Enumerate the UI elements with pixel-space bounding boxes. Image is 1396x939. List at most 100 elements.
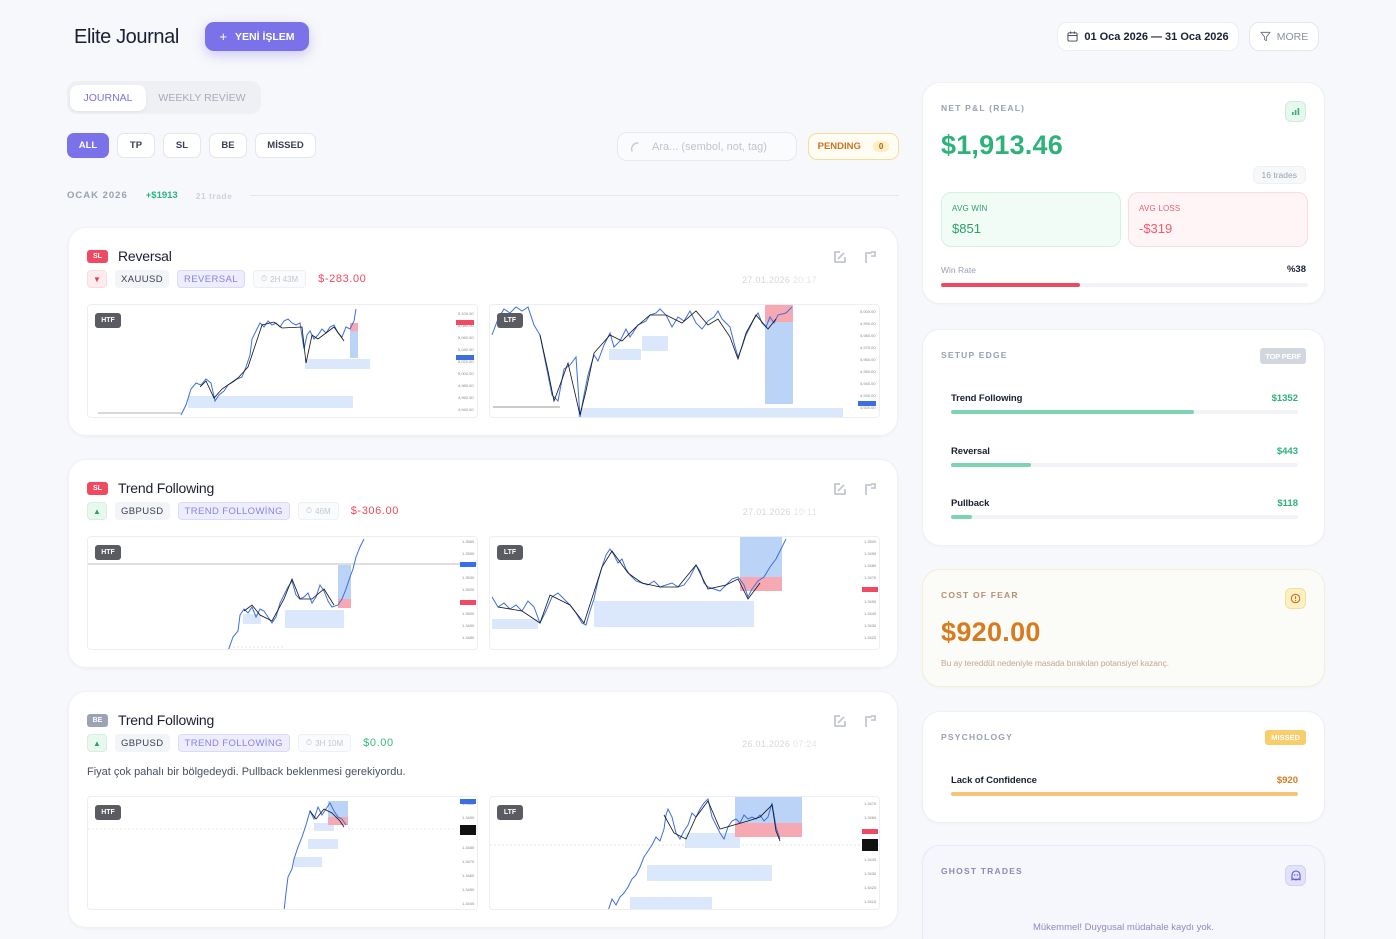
setup-name: Pullback: [951, 498, 990, 509]
tab-journal[interactable]: JOURNAL: [70, 84, 146, 111]
avg-win-label: AVG WİN: [952, 204, 988, 213]
win-rate-value: %38: [1286, 264, 1306, 275]
trade-datetime: 27.01.2026 10:11: [743, 507, 817, 517]
filter-be[interactable]: BE: [209, 133, 247, 158]
svg-text:4,980.00: 4,980.00: [458, 383, 474, 388]
trade-datetime: 26.01.2026 07:24: [742, 739, 817, 749]
svg-text:1.3470: 1.3470: [864, 575, 877, 580]
setup-amount: $118: [1277, 498, 1298, 509]
chart-screenshot-ltf[interactable]: LTF 1.34701.34601.34501.34401.34301.3420…: [489, 796, 880, 910]
svg-text:4,960.00: 4,960.00: [860, 357, 876, 362]
trade-title: Reversal: [118, 248, 172, 264]
filter-tp[interactable]: TP: [117, 133, 155, 158]
setup-bar-fill: [951, 410, 1194, 414]
svg-text:1.3470: 1.3470: [864, 801, 877, 806]
setup-bar: [951, 463, 1298, 467]
filter-missed[interactable]: MİSSED: [255, 133, 316, 158]
date-range-picker[interactable]: 01 Oca 2026 — 31 Oca 2026: [1057, 22, 1239, 51]
svg-text:5,000.00: 5,000.00: [458, 371, 474, 376]
trade-time: 20:17: [792, 275, 817, 285]
filter-sl[interactable]: SL: [163, 133, 201, 158]
setup-name: Reversal: [951, 446, 990, 457]
new-trade-button[interactable]: + YENİ İŞLEM: [205, 22, 309, 51]
plus-icon: +: [219, 29, 228, 44]
more-label: MORE: [1276, 30, 1309, 43]
pending-button[interactable]: PENDING 0: [808, 133, 899, 160]
setup-amount: $443: [1276, 446, 1298, 457]
svg-text:1.3500: 1.3500: [462, 611, 475, 616]
search-input[interactable]: Ara... (sembol, not, tag): [617, 132, 797, 161]
missed-badge: MISSED: [1265, 730, 1306, 745]
edit-icon[interactable]: [833, 714, 847, 728]
svg-text:1.3440: 1.3440: [864, 611, 877, 616]
trade-datetime: 27.01.2026 20:17: [742, 275, 817, 285]
win-rate-bar-fill: [941, 283, 1081, 287]
symbol-tag: XAUUSD: [115, 270, 169, 288]
trade-card[interactable]: SL Reversal ▼ XAUUSD REVERSAL ⏱ 2H 43M $-…: [68, 227, 898, 436]
panel-title: COST OF FEAR: [941, 590, 1019, 600]
search-placeholder: Ara... (sembol, not, tag): [652, 140, 767, 153]
ghost-icon: [1285, 865, 1306, 886]
clock-icon: ⏱: [305, 506, 313, 515]
app-title: Elite Journal: [74, 26, 179, 48]
chart-screenshot-htf[interactable]: HTF 1.35001.34901.34801.34701.34601.3450…: [87, 796, 478, 910]
trade-card[interactable]: SL Trend Following ▲ GBPUSD TREND FOLLOW…: [68, 459, 898, 668]
filter-all[interactable]: ALL: [67, 133, 109, 158]
month-trade-count: 21 trade: [195, 190, 233, 201]
new-trade-label: YENİ İŞLEM: [235, 30, 295, 43]
tab-weekly-review[interactable]: WEEKLY REVİEW: [158, 91, 246, 104]
chart-screenshot-htf[interactable]: HTF 5,100.00 5,080.00 5,060.00 5,040.00 5,02…: [87, 304, 478, 418]
svg-text:1.3420: 1.3420: [864, 885, 877, 890]
setup-bar-fill: [951, 515, 972, 519]
emotion-name: Lack of Confidence: [951, 775, 1037, 786]
flag-icon[interactable]: [863, 250, 877, 264]
svg-text:1.3430: 1.3430: [864, 871, 877, 876]
net-pnl-panel: NET P&L (REAL) $1,913.46 16 trades AVG W…: [922, 82, 1325, 304]
chart-screenshot-htf[interactable]: HTF 1.35601.35501.35401.35301.35201.3510…: [87, 536, 478, 650]
svg-text:5,000.00: 5,000.00: [860, 309, 876, 314]
duration-tag: ⏱ 2H 43M: [252, 270, 307, 288]
chart-screenshot-ltf[interactable]: LTF 5,000.00 4,990.00 4,980.00 4,970.00 4,96…: [489, 304, 880, 418]
emotion-amount: $920: [1276, 775, 1298, 786]
emotion-bar-fill: [951, 792, 1298, 796]
price-chart-graphic: 1.35601.35501.35401.35301.35201.35101.35…: [88, 538, 477, 649]
chart-screenshot-ltf[interactable]: LTF 1.35001.34901.34801.34701.34601.3450…: [489, 536, 880, 650]
setup-bar-fill: [951, 463, 1031, 467]
svg-text:4,990.00: 4,990.00: [860, 321, 876, 326]
svg-text:5,020.00: 5,020.00: [458, 359, 474, 364]
pending-count: 0: [872, 141, 890, 152]
price-chart-graphic: 1.35001.34901.34801.34701.34601.34501.34…: [491, 537, 878, 640]
chart-timeframe-label: HTF: [95, 313, 121, 328]
trade-title: Trend Following: [118, 480, 215, 496]
panel-title: NET P&L (REAL): [941, 103, 1026, 113]
symbol-tag: GBPUSD: [115, 734, 170, 752]
setup-tag: TREND FOLLOWİNG: [177, 734, 290, 752]
cost-of-fear-panel: COST OF FEAR $920.00 Bu ay tereddüt nede…: [922, 569, 1325, 687]
top-perf-badge: TOP PERF: [1260, 348, 1306, 364]
win-rate-label: Win Rate: [941, 265, 976, 275]
duration-tag: ⏱ 46M: [297, 502, 339, 520]
edit-icon[interactable]: [833, 482, 847, 496]
avg-loss-value: -$319: [1139, 221, 1173, 236]
trade-pnl: $0.00: [363, 737, 394, 749]
direction-up-icon: ▲: [87, 502, 107, 520]
flag-icon[interactable]: [863, 714, 877, 728]
trade-time: 07:24: [792, 739, 817, 749]
svg-text:1.3560: 1.3560: [462, 539, 475, 544]
direction-down-icon: ▼: [87, 270, 107, 288]
more-filter-button[interactable]: MORE: [1249, 22, 1319, 51]
chart-timeframe-label: LTF: [497, 545, 523, 560]
trade-card[interactable]: BE Trend Following ▲ GBPUSD TREND FOLLOW…: [68, 691, 898, 928]
bar-chart-icon: [1285, 101, 1306, 122]
emotion-bar: [951, 792, 1298, 796]
chart-timeframe-label: HTF: [95, 545, 121, 560]
duration-value: 3H 10M: [315, 738, 344, 748]
trade-count-badge: 16 trades: [1252, 166, 1306, 184]
status-badge: SL: [87, 249, 108, 263]
price-chart-graphic: 5,100.00 5,080.00 5,060.00 5,040.00 5,020.00…: [98, 308, 474, 416]
edit-icon[interactable]: [833, 250, 847, 264]
svg-text:1.3520: 1.3520: [462, 587, 475, 592]
svg-text:1.3480: 1.3480: [864, 563, 877, 568]
flag-icon[interactable]: [863, 482, 877, 496]
clock-icon: ⏱: [305, 738, 313, 747]
